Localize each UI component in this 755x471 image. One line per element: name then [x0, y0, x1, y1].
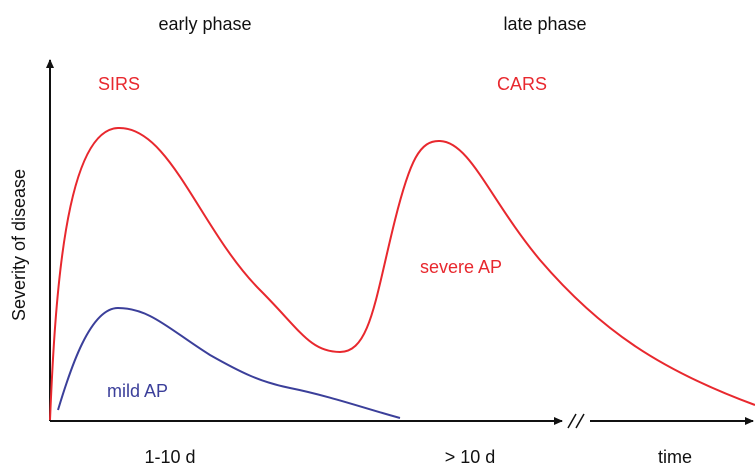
y-axis-label: Severity of disease	[9, 169, 29, 321]
mild-curve	[57, 306, 401, 419]
header-early: early phase	[158, 14, 251, 34]
severe-label: severe AP	[420, 257, 502, 277]
mild-label: mild AP	[107, 381, 168, 401]
x-label-early: 1-10 d	[144, 447, 195, 467]
cars-label: CARS	[497, 74, 547, 94]
severe-curve	[49, 126, 755, 421]
x-label-time: time	[658, 447, 692, 467]
header-late: late phase	[503, 14, 586, 34]
sirs-label: SIRS	[98, 74, 140, 94]
x-label-late: > 10 d	[445, 447, 496, 467]
axis-break	[567, 413, 585, 429]
